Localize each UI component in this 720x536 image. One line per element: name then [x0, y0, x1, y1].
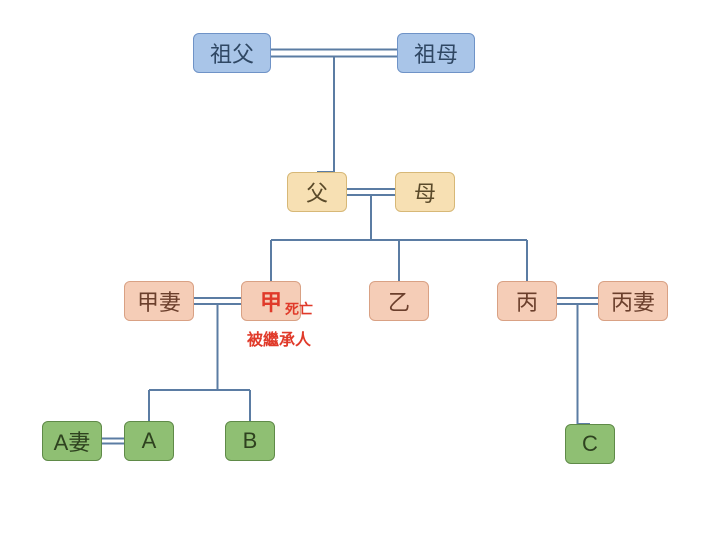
node-mother: 母 — [395, 172, 455, 212]
node-b: B — [225, 421, 275, 461]
family-tree-diagram: 祖父祖母父母甲妻甲乙丙丙妻A妻ABC死亡被繼承人 — [0, 0, 720, 536]
node-gm: 祖母 — [397, 33, 475, 73]
node-jiawife: 甲妻 — [124, 281, 194, 321]
node-bing: 丙 — [497, 281, 557, 321]
node-c: C — [565, 424, 615, 464]
node-bingwife: 丙妻 — [598, 281, 668, 321]
node-awife: A妻 — [42, 421, 102, 461]
node-a: A — [124, 421, 174, 461]
node-father: 父 — [287, 172, 347, 212]
annotation: 被繼承人 — [247, 326, 311, 350]
annotation: 死亡 — [285, 299, 313, 319]
node-yi: 乙 — [369, 281, 429, 321]
node-gf: 祖父 — [193, 33, 271, 73]
